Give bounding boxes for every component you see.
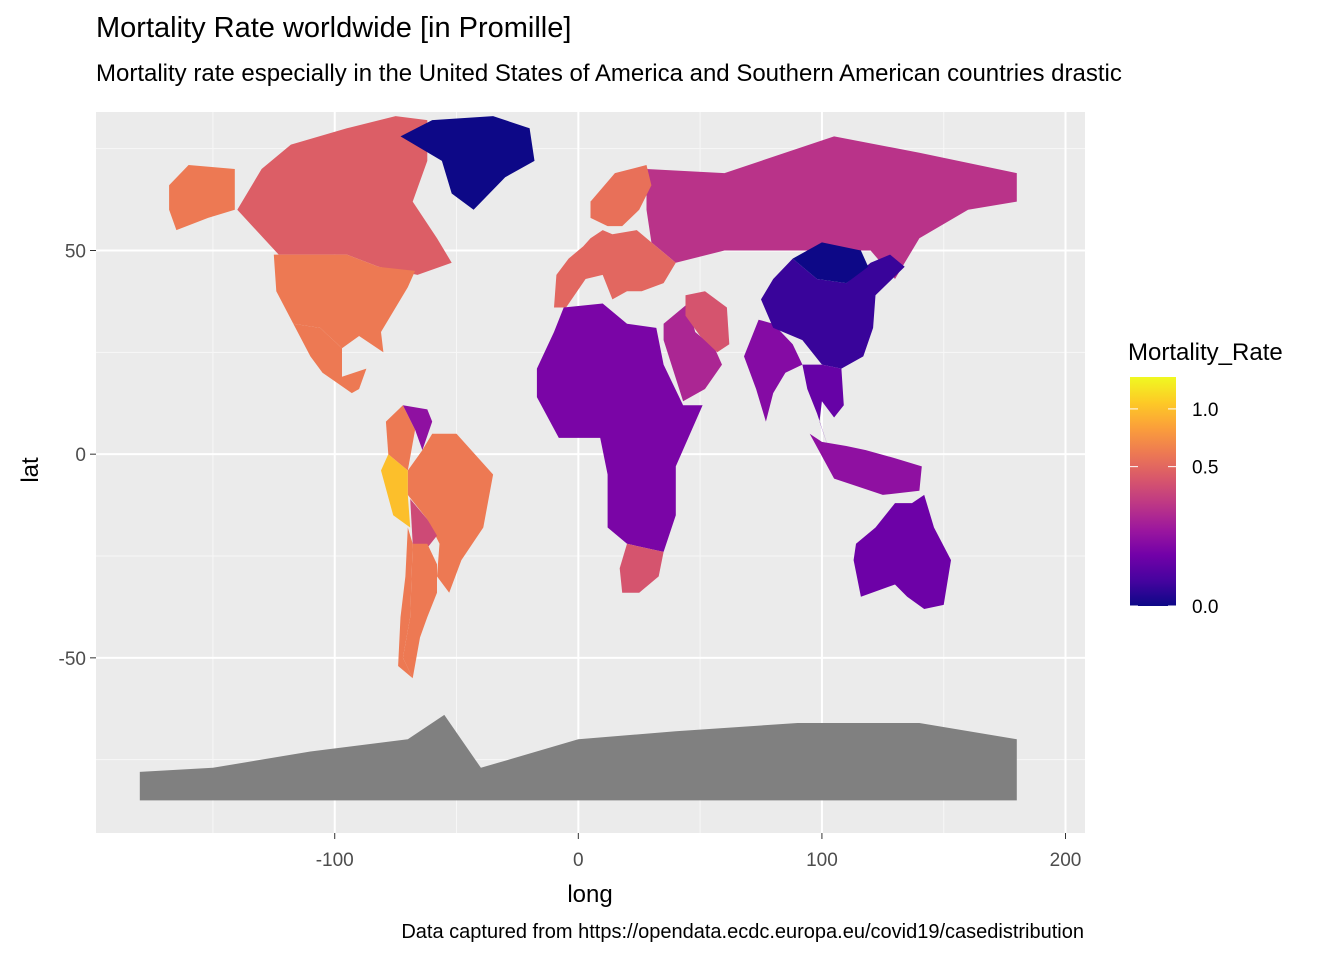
region-chile — [398, 527, 413, 679]
x-tick-label: -100 — [316, 850, 354, 871]
map-regions — [139, 116, 1017, 801]
legend-title: Mortality_Rate — [1128, 339, 1283, 366]
region-scandinavia — [590, 165, 652, 227]
y-tick-label: 0 — [75, 445, 86, 466]
region-iran — [685, 291, 730, 353]
region-greenland — [400, 116, 535, 210]
region-india — [744, 319, 803, 422]
chart-subtitle: Mortality rate especially in the United … — [96, 60, 1122, 87]
region-brazil — [407, 433, 494, 593]
x-tick-label: 200 — [1050, 850, 1082, 871]
region-antarctica — [139, 714, 1017, 801]
y-tick-label: 50 — [65, 241, 86, 262]
legend-break-label: 0.5 — [1192, 458, 1218, 479]
region-russia — [646, 136, 1017, 279]
region-europe — [554, 230, 676, 308]
chart-title: Mortality Rate worldwide [in Promille] — [96, 12, 572, 44]
legend-break-label: 0.0 — [1192, 597, 1218, 618]
region-united-states — [273, 254, 416, 353]
legend: Mortality_Rate 0.0 0.5 1.0 — [1128, 339, 1283, 618]
chart-caption: Data captured from https://opendata.ecdc… — [401, 921, 1084, 943]
region-colombia — [385, 405, 416, 471]
region-africa — [536, 303, 703, 552]
region-australia — [853, 494, 951, 609]
region-argentina — [402, 543, 437, 679]
legend-break-label: 1.0 — [1192, 400, 1218, 421]
x-axis-title: long — [567, 881, 612, 908]
y-tick-label: -50 — [59, 649, 86, 670]
y-axis-title: lat — [17, 457, 44, 483]
region-china — [761, 254, 905, 369]
region-south-africa — [619, 543, 664, 593]
legend-colorbar — [1130, 377, 1176, 606]
region-mongolia — [792, 242, 869, 284]
region-canada — [237, 116, 452, 275]
region-southeast-asia — [802, 364, 844, 451]
region-bolivia — [410, 499, 437, 548]
x-axis-ticks: -100 0 100 200 — [316, 833, 1082, 871]
region-middle-east — [663, 303, 722, 402]
region-peru — [381, 454, 411, 528]
x-tick-label: 100 — [806, 850, 838, 871]
region-mexico — [293, 323, 367, 394]
region-alaska — [169, 165, 235, 231]
region-venezuela — [402, 405, 433, 451]
x-tick-label: 0 — [573, 850, 584, 871]
y-axis-ticks: -50 0 50 — [59, 241, 96, 670]
region-indonesia — [809, 433, 922, 495]
